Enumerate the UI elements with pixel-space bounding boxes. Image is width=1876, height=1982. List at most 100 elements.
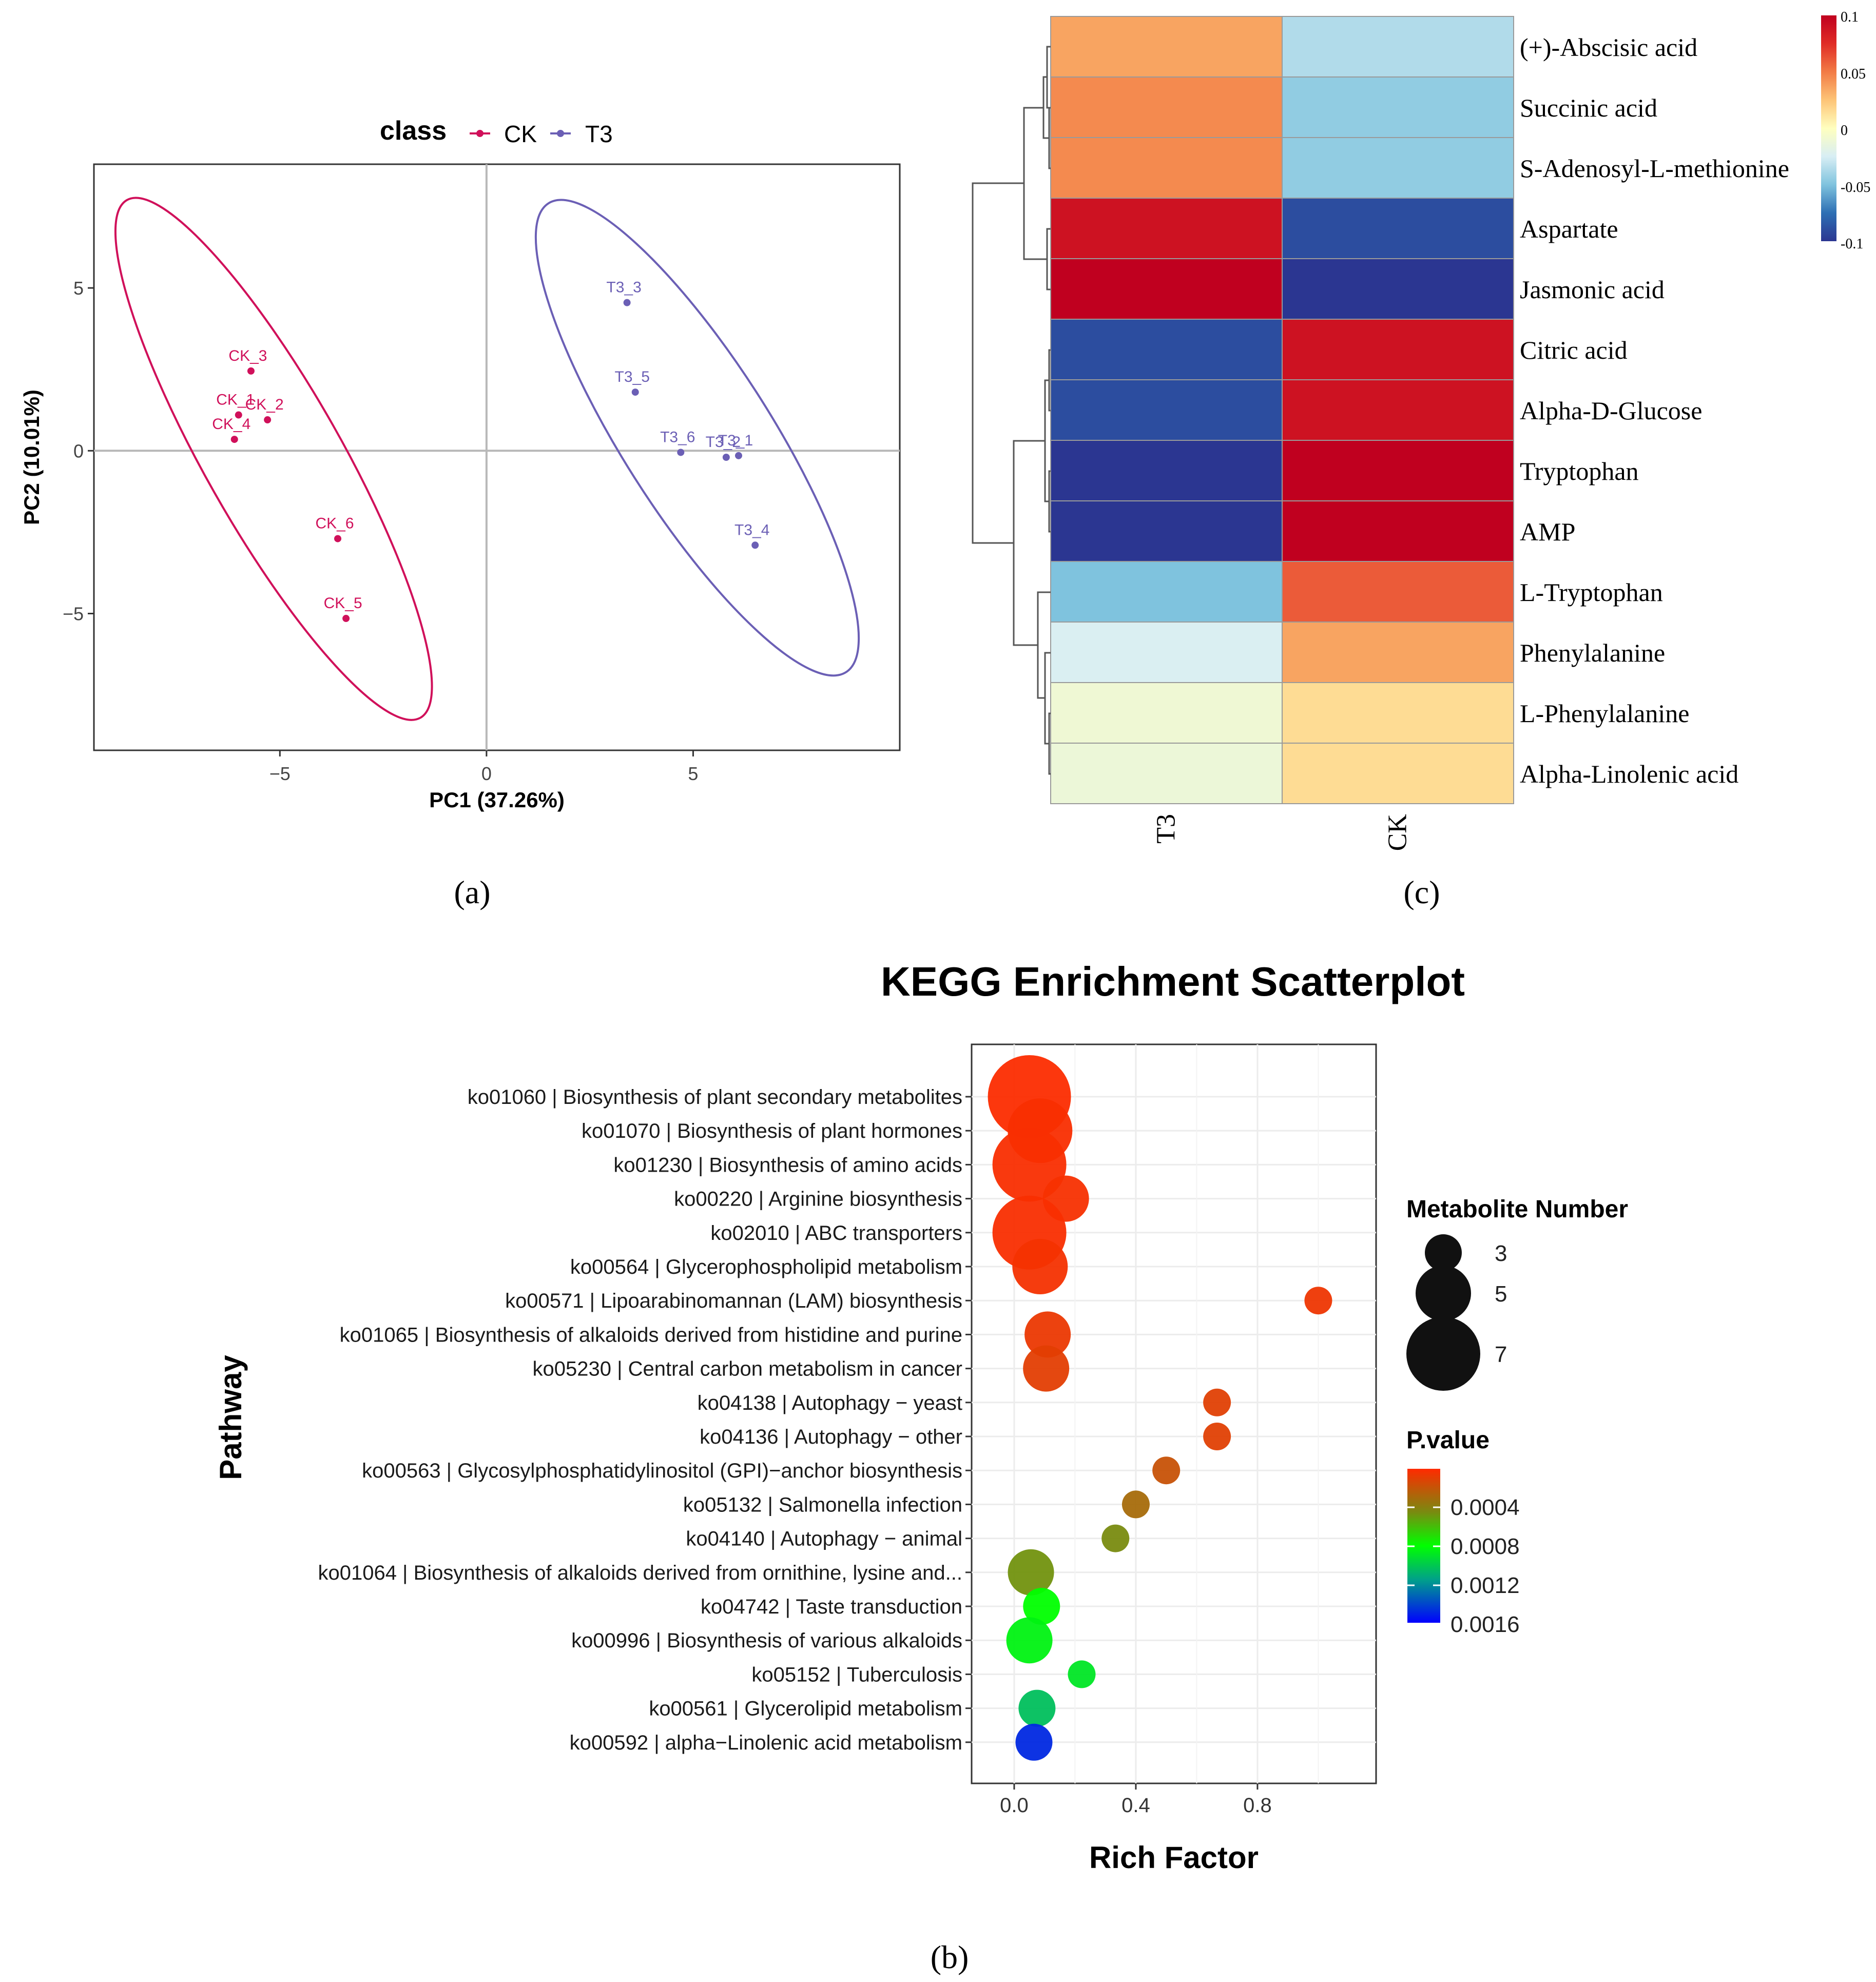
kegg-x-tick-label: 0.8 <box>1243 1794 1272 1817</box>
heatmap-cell <box>1050 379 1283 441</box>
pca-point-label: T3_6 <box>660 429 695 445</box>
color-legend-ticks: 0.0004 0.0008 0.0012 0.0016 <box>1407 1495 1520 1637</box>
heatmap-cell <box>1282 258 1514 320</box>
kegg-title: KEGG Enrichment Scatterplot <box>881 959 1465 1004</box>
pca-x-tick-label: 5 <box>688 763 698 784</box>
pca-x-axis-label: PC1 (37.26%) <box>429 788 565 812</box>
kegg-bubble <box>1152 1456 1181 1485</box>
heatmap-cell <box>1282 319 1514 380</box>
kegg-bubble <box>1121 1490 1150 1519</box>
pca-point-t3-6 <box>677 449 685 456</box>
kegg-bubble <box>1023 1345 1070 1392</box>
kegg-pathway-label: ko04136 | Autophagy − other <box>700 1426 962 1448</box>
heatmap-cell <box>1282 76 1514 138</box>
pca-point-label: CK_6 <box>316 515 354 532</box>
pca-plot-area <box>93 163 901 751</box>
kegg-panel: KEGG Enrichment Scatterplot ko01060 | Bi… <box>214 959 1628 1875</box>
size-legend-label: 3 <box>1495 1241 1507 1266</box>
kegg-bubble <box>1304 1287 1332 1315</box>
heatmap-column-label: CK <box>1383 814 1413 851</box>
heatmap-row-label: Alpha-Linolenic acid <box>1520 760 1738 788</box>
kegg-pathway-label: ko04742 | Taste transduction <box>701 1596 962 1618</box>
pca-legend: class CK T3 <box>380 116 613 147</box>
heatmap-cell <box>1050 500 1283 562</box>
kegg-bubble <box>1012 1239 1068 1294</box>
kegg-legend: Metabolite Number 357 P.value 0.00040.00… <box>1406 1196 1628 1637</box>
heatmap-cell <box>1282 500 1514 562</box>
pca-y-tick-label: 0 <box>73 440 84 461</box>
heatmap-cell <box>1050 258 1283 320</box>
pca-point-label: T3_3 <box>606 279 641 296</box>
kegg-bubble <box>1015 1723 1053 1761</box>
panel-label-b: (b) <box>931 1939 969 1975</box>
heatmap-cell <box>1050 743 1283 804</box>
pca-y-axis-label: PC2 (10.01%) <box>20 390 44 525</box>
kegg-pathway-label: ko01070 | Biosynthesis of plant hormones <box>582 1120 962 1142</box>
heatmap-row-label: Tryptophan <box>1520 457 1639 485</box>
kegg-bubble <box>1006 1617 1053 1664</box>
kegg-pathway-label: ko01060 | Biosynthesis of plant secondar… <box>468 1086 962 1109</box>
pca-point-label: CK_1 <box>216 392 255 409</box>
pca-y-tick-label: 5 <box>73 278 84 299</box>
heatmap-row-label: Phenylalanine <box>1520 638 1665 667</box>
kegg-bubble <box>1203 1423 1231 1450</box>
color-legend-label: 0.0008 <box>1450 1534 1520 1559</box>
size-legend-circle <box>1406 1317 1480 1391</box>
heatmap-row-label: Aspartate <box>1520 215 1618 243</box>
pca-point-label: CK_3 <box>228 347 267 364</box>
pca-point-label: CK_4 <box>212 416 250 433</box>
heatmap-cell <box>1050 76 1283 138</box>
pca-point-t3-2 <box>722 454 730 461</box>
color-legend-label: 0.0004 <box>1450 1495 1520 1520</box>
kegg-x-tick-label: 0.4 <box>1121 1794 1150 1817</box>
kegg-pathway-label: ko02010 | ABC transporters <box>710 1222 962 1245</box>
heatmap-row-label: L-Phenylalanine <box>1520 699 1689 728</box>
heatmap-legend-tick: 0 <box>1841 123 1848 139</box>
pca-point-ck-4 <box>230 436 238 443</box>
kegg-bubble <box>1068 1660 1096 1688</box>
size-legend-items: 3 5 7 <box>1406 1234 1507 1391</box>
heatmap-legend-ticks: 0.1 0.05 0 -0.05 -0.1 <box>1841 9 1870 252</box>
heatmap-cell <box>1050 198 1283 259</box>
legend-t3-label: T3 <box>585 121 613 147</box>
kegg-pathway-label: ko04140 | Autophagy − animal <box>686 1528 962 1550</box>
color-legend-label: 0.0016 <box>1450 1612 1520 1637</box>
heatmap-cell <box>1282 682 1514 744</box>
pca-legend-title: class <box>380 116 447 146</box>
pca-point-label: CK_2 <box>245 396 284 413</box>
kegg-bubble <box>1101 1524 1130 1552</box>
heatmap-legend-tick: 0.05 <box>1841 66 1866 82</box>
pca-point-ck-6 <box>334 535 342 542</box>
heatmap-cell <box>1050 561 1283 623</box>
heatmap-cell <box>1050 440 1283 501</box>
color-legend-label: 0.0012 <box>1450 1573 1520 1598</box>
size-legend-title: Metabolite Number <box>1406 1196 1628 1223</box>
panel-label-c: (c) <box>1403 874 1440 910</box>
pca-point-t3-3 <box>623 299 631 306</box>
kegg-pathway-label: ko00996 | Biosynthesis of various alkalo… <box>571 1629 962 1652</box>
heatmap-row-label: (+)-Abscisic acid <box>1520 33 1697 62</box>
heatmap-row-label: AMP <box>1520 517 1575 546</box>
dendro-link <box>972 182 1024 544</box>
color-legend-title: P.value <box>1406 1427 1490 1454</box>
size-legend-label: 5 <box>1495 1281 1507 1307</box>
size-legend-circle <box>1425 1234 1462 1271</box>
heatmap-row-label: Jasmonic acid <box>1520 275 1665 304</box>
pca-point-ck-5 <box>342 615 350 623</box>
dendro-link <box>1013 440 1045 646</box>
kegg-y-axis-label: Pathway <box>214 1355 248 1480</box>
heatmap-cell <box>1282 621 1514 683</box>
kegg-pathway-label: ko01230 | Biosynthesis of amino acids <box>613 1154 962 1176</box>
pca-point-t3-4 <box>751 541 759 549</box>
kegg-pathway-label: ko00592 | alpha−Linolenic acid metabolis… <box>570 1732 962 1754</box>
kegg-pathway-label: ko00220 | Arginine biosynthesis <box>674 1188 962 1211</box>
heatmap-cell <box>1282 440 1514 501</box>
kegg-pathway-label: ko01064 | Biosynthesis of alkaloids deri… <box>318 1562 962 1584</box>
heatmap-legend-tick: 0.1 <box>1841 9 1859 25</box>
heatmap-row-label: Citric acid <box>1520 336 1628 364</box>
heatmap-color-bar <box>1821 15 1836 241</box>
heatmap-cell <box>1282 137 1514 199</box>
kegg-marks: ko01060 | Biosynthesis of plant secondar… <box>318 1044 1376 1817</box>
pca-marks: −5 0 5 −5 0 5 CK_1CK_2 CK_3 CK_4 CK_5 CK_6 T3_1T3_2… <box>63 164 900 784</box>
